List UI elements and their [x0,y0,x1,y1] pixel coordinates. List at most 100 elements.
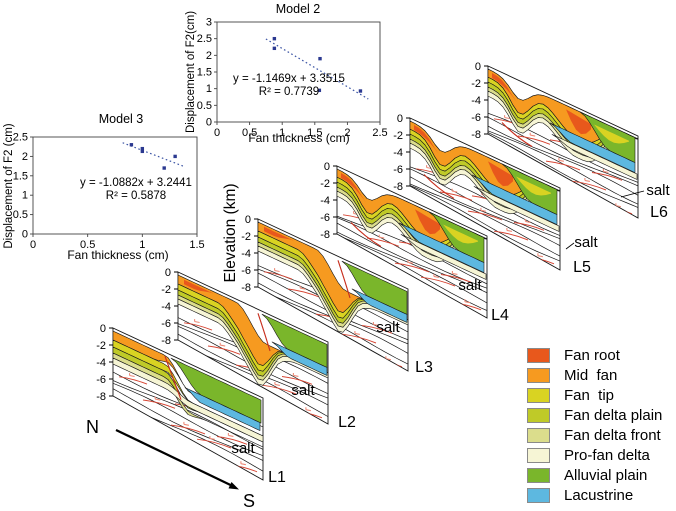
main-fault-line [350,222,382,247]
facies-band [261,313,328,368]
cross-section-L6: 0 -2 -4 -6 -8 [471,61,639,219]
cross-section-L3: 0 -2 -4 -6 -8 [241,214,409,372]
trend-line [122,142,185,167]
fault-displacement-tick [292,373,299,377]
fault-displacement-tick [433,274,440,278]
fault-line [467,210,503,221]
salt-label: salt [574,234,598,251]
facies-band [258,245,408,333]
fault-displacement-tick [584,178,591,182]
legend-item-alluvial_plain: Alluvial plain [527,465,662,485]
salt-leader-line [620,190,645,198]
north-south-arrow-shaft [115,429,232,487]
fault-line [513,222,545,231]
elevation-tick-label: -6 [161,318,171,330]
facies-band [113,330,263,428]
facies-band [341,173,366,203]
fault-line [517,135,551,145]
data-point [272,36,277,41]
fault-displacement-tick [385,356,392,361]
main-fault-line [337,260,351,299]
section-label: L4 [491,307,509,324]
fault-line [571,180,607,191]
fault-displacement-tick [154,396,161,401]
elevation-tick-label: -4 [161,301,171,313]
fault-line [196,438,232,449]
model3-x-axis-label: Fan thickness (cm) [67,248,169,262]
fault-displacement-tick [299,285,306,290]
model3-title: Model 3 [98,112,144,126]
pre-salt-layer-line [410,176,560,247]
section-label: L5 [573,259,591,276]
plot-frame [32,136,198,235]
fault-displacement-tick [240,461,247,466]
cross-section-L5: 0 -2 -4 -6 -8 [393,113,561,271]
fault-displacement-tick [378,234,385,239]
fault-line [591,172,623,181]
data-point [140,149,145,154]
x-tick-label: 1 [279,127,285,139]
legend-label: Fan delta plain [564,406,663,424]
x-tick-label: 0 [30,239,36,251]
facies-band [415,209,440,235]
model3-r-squared: R² = 0.5878 [105,190,167,202]
legend-label: Fan tip [564,386,615,404]
fault-displacement-tick [305,407,312,412]
legend-label: Lacustrine [564,486,634,504]
data-point [318,56,322,61]
facies-band [488,161,513,187]
facies-band [271,341,328,376]
fault-displacement-tick [480,207,487,212]
elevation-tick-label: -4 [96,357,106,369]
x-tick-label: 0 [214,127,220,139]
facies-band [549,122,636,173]
mid_fan-swatch [527,367,550,383]
elevation-tick-label: -8 [241,282,251,294]
elevation-tick-label: -8 [320,229,330,241]
elevation-tick-label: -2 [471,78,481,90]
fan_tip-swatch [527,387,550,403]
y-tick-label: 3 [206,17,212,29]
elevation-tick-label: 0 [397,113,403,125]
main-fault-line [423,174,455,199]
lacustrine-swatch [527,487,550,503]
elevation-tick-label: -4 [320,195,330,207]
elevation-tick-label: -8 [96,391,106,403]
pre-salt-layer-line [113,382,263,457]
fault-displacement-tick [194,319,200,324]
model2-plot: 0 0.5 1 1.5 2 2.5 0 0.5 1 1.5 2 2.5 3 [197,17,388,140]
elevation-tick-label: -2 [161,284,171,296]
cross-section-L2: 0 -2 -4 -6 -8 [161,267,329,425]
pre-salt-layer-line [113,380,263,450]
elevation-axis-label: Elevation (km) [222,183,239,283]
fault-displacement-tick [183,421,190,426]
fault-line [361,325,393,334]
x-tick-label: 1 [139,239,145,251]
y-tick-label: 2 [206,50,212,62]
fault-displacement-tick [615,203,622,208]
data-point [272,46,277,51]
fault-line [261,384,297,395]
legend-item-fan_delta_plain: Fan delta plain [527,405,662,425]
elevation-tick-label: -6 [471,112,481,124]
fault-line [183,322,213,331]
fault-line [170,424,206,435]
facies-band [400,234,487,280]
y-tick-label: 1.5 [197,67,212,79]
x-tick-label: 2 [344,127,350,139]
compass-south-label: S [243,491,256,511]
section-label: L3 [415,359,433,376]
facies-band [178,298,328,386]
facies-band [551,134,638,180]
facies-band [443,224,478,244]
y-tick-label: 2.5 [13,132,28,144]
facies-legend: Fan root Mid fan Fan tip Fan delta plain Fan… [527,345,662,505]
y-tick-label: 1 [22,190,28,202]
fault-displacement-tick [558,157,565,162]
data-point [358,89,363,93]
fault-line [341,333,377,344]
model3-plot: 0 0.5 1 1.5 0 0.5 1 1.5 2 2.5 [13,132,205,252]
facies-band [473,186,560,232]
